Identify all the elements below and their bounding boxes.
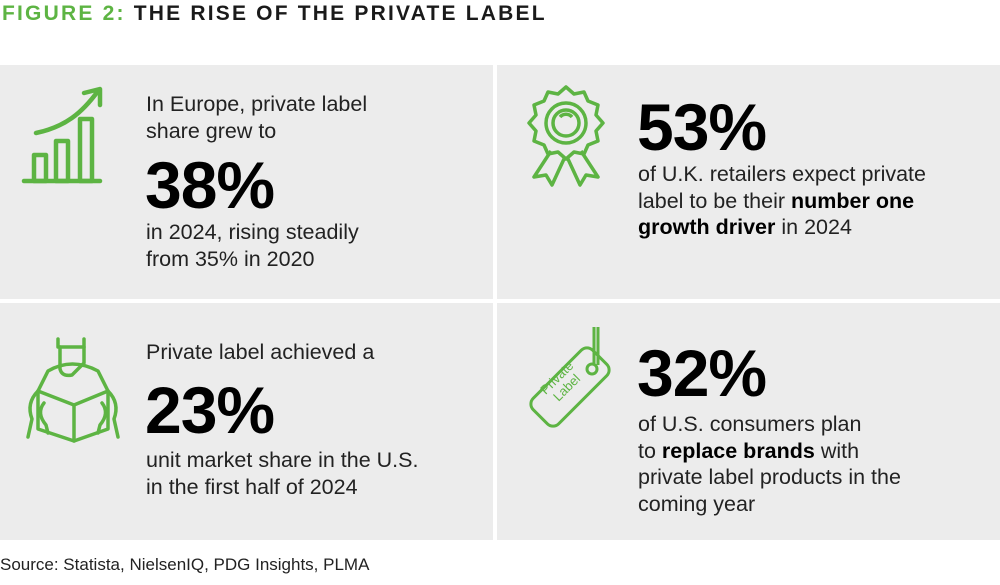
stat-uk-detail: of U.K. retailers expect private label t… — [638, 162, 926, 239]
stat-europe-detail: in 2024, rising steadily from 35% in 2020 — [146, 220, 359, 271]
stat-us-share-detail: unit market share in the U.S. in the firs… — [146, 448, 419, 499]
stat-us-consumers-value: 32% — [637, 336, 767, 410]
stat-panel-us-consumers — [497, 303, 1000, 540]
stat-europe-value: 38% — [145, 148, 275, 222]
stat-us-share-value: 23% — [145, 373, 275, 447]
growth-chart-icon — [21, 86, 103, 184]
stat-us-share-intro: Private label achieved a — [146, 340, 375, 364]
stat-panel-us-share — [0, 303, 493, 540]
figure-title: FIGURE 2: THE RISE OF THE PRIVATE LABEL — [2, 2, 547, 25]
stat-uk-value: 53% — [637, 90, 767, 164]
stat-us-consumers-detail: of U.S. consumers plan to replace brands… — [638, 412, 901, 516]
source-note: Source: Statista, NielsenIQ, PDG Insight… — [0, 555, 370, 574]
award-ribbon-icon — [527, 85, 605, 187]
stat-europe-intro: In Europe, private label share grew to — [146, 92, 368, 143]
hands-box-icon — [26, 337, 120, 443]
price-tag-icon: Private Label — [510, 325, 620, 445]
